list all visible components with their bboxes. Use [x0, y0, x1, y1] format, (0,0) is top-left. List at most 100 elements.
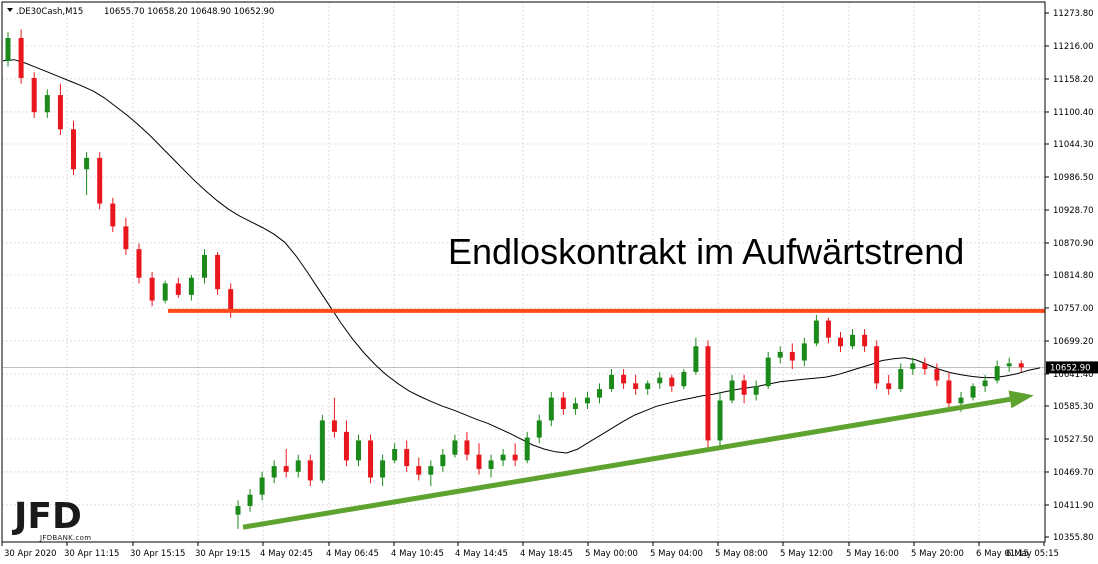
candle-body [970, 386, 976, 398]
candle-body [609, 374, 615, 390]
x-tick-label: 4 May 06:45 [326, 549, 379, 559]
y-tick-label: 10411.90 [1053, 501, 1094, 511]
candle-bull [729, 374, 735, 404]
candle-body [404, 448, 410, 467]
candle-body [862, 334, 868, 347]
candle-body [1018, 363, 1024, 368]
candle-body [428, 466, 434, 475]
candle-bear [331, 397, 337, 438]
y-tick-label: 10870.90 [1053, 239, 1094, 249]
candle-body [898, 369, 904, 390]
candle-body [416, 466, 422, 475]
price-axis: 11273.80 11216.00 11158.20 11100.40 11044.30… [1045, 9, 1094, 543]
candle-body [110, 203, 116, 227]
candle-bull [380, 454, 386, 487]
candle-body [136, 249, 142, 278]
candle-bull [392, 443, 398, 464]
y-tick-label: 10641.40 [1053, 370, 1094, 380]
candle-bull [162, 280, 168, 304]
candle-bull [765, 351, 771, 390]
candle-body [392, 448, 398, 461]
candle-bull [693, 337, 699, 375]
time-axis: 30 Apr 2020 30 Apr 11:15 30 Apr 15:15 30 Ap… [1, 542, 1059, 559]
candle-bull [994, 360, 1000, 384]
candle-body [729, 380, 735, 401]
candle-body [705, 346, 711, 441]
candle-bear [476, 443, 482, 475]
candle-body [307, 460, 313, 481]
candle-body [175, 283, 181, 295]
candle-bear [705, 340, 711, 449]
candle-body [524, 437, 530, 461]
candle-body [271, 466, 277, 478]
candle-bear [862, 329, 868, 352]
x-tick-label: 30 Apr 11:15 [64, 549, 119, 559]
y-tick-label: 11100.40 [1053, 108, 1094, 118]
candle-bear [886, 374, 892, 395]
candle-bear [669, 374, 675, 392]
candle-bear [922, 357, 928, 375]
y-tick-label: 10986.50 [1053, 173, 1094, 183]
candle-bull [5, 32, 11, 67]
ohlc-values: 10655.70 10658.20 10648.90 10652.90 [104, 7, 274, 17]
y-tick-label: 10928.70 [1053, 206, 1094, 216]
y-tick-label: 11273.80 [1053, 9, 1094, 19]
candle-body [1006, 363, 1012, 367]
current-price-tag-bg [1046, 361, 1098, 374]
candle-body [295, 460, 301, 472]
candle-body [838, 337, 843, 347]
candle-bull [536, 414, 542, 444]
candle-body [572, 403, 578, 410]
x-tick-label: 4 May 02:45 [260, 549, 313, 559]
candle-bear [946, 371, 952, 412]
candle-bear [71, 120, 76, 175]
candle-body [994, 366, 1000, 381]
candle-bear [31, 72, 37, 118]
symbol-dropdown-icon[interactable] [7, 8, 13, 12]
candle-body [633, 383, 639, 390]
x-tick-label: 5 May 08:00 [715, 549, 768, 559]
y-tick-label: 10757.00 [1053, 304, 1094, 314]
candle-bull [970, 383, 976, 401]
candle-bull [247, 488, 253, 512]
symbol-label: .DE30Cash,M15 [16, 7, 83, 17]
candle-bear [368, 434, 374, 484]
candle-bull [500, 448, 506, 467]
candle-body [681, 371, 687, 387]
candle-bull [572, 397, 578, 415]
candle-body [500, 454, 506, 461]
candle-bull [910, 357, 916, 375]
candle-bull [44, 89, 50, 118]
x-tick-label: 6 May 05:15 [1006, 549, 1059, 559]
candle-bear [789, 343, 795, 370]
candle-body [476, 454, 482, 469]
candle-bull [681, 369, 687, 390]
candle-body [922, 363, 928, 370]
candle-body [777, 351, 783, 358]
candle-body [548, 397, 554, 421]
candle-body [621, 374, 627, 384]
candle-bear [838, 331, 843, 352]
candle-body [934, 369, 940, 381]
current-price-label: 10652.90 [1050, 363, 1091, 373]
candle-body [71, 129, 76, 170]
candle-body [452, 440, 458, 455]
candle-body [123, 226, 129, 250]
candle-body [440, 454, 446, 467]
candle-body [910, 363, 916, 370]
candle-bull [645, 380, 651, 395]
candle-body [825, 320, 831, 338]
candle-body [57, 95, 63, 130]
candle-bull [1006, 357, 1012, 372]
candle-body [247, 494, 253, 507]
candle-bull [202, 249, 207, 284]
candle-bull [440, 448, 446, 472]
candle-body [259, 477, 265, 495]
candle-body [536, 420, 542, 438]
candle-body [645, 383, 651, 390]
candle-bear [621, 369, 627, 390]
y-tick-label: 11216.00 [1053, 42, 1094, 52]
candle-body [331, 420, 337, 432]
